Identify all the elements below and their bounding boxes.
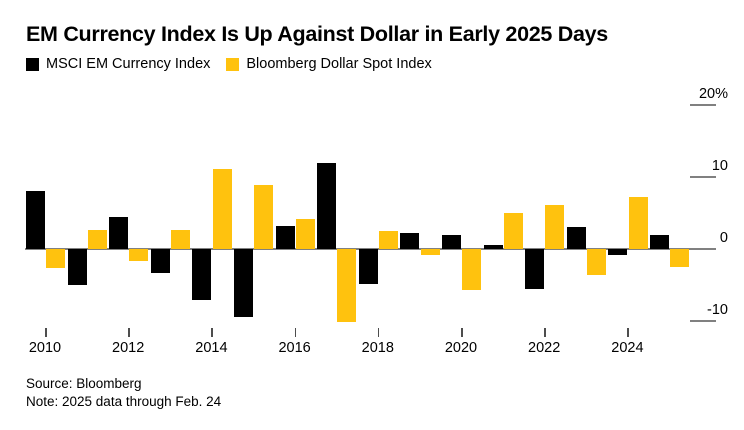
bar-msci-2022	[525, 249, 545, 289]
legend-item-bbdxy: Bloomberg Dollar Spot Index	[226, 56, 432, 72]
legend-swatch-bbdxy-icon	[226, 57, 240, 71]
legend-item-msci: MSCI EM Currency Index	[26, 56, 210, 72]
bar-msci-2025	[650, 235, 669, 249]
bar-msci-2016	[275, 225, 295, 249]
bar-bbdxy-2022	[545, 205, 565, 249]
x-tick-mark-2024	[627, 328, 629, 337]
x-tick-mark-2016	[294, 328, 297, 337]
footer-note: Note: 2025 data through Feb. 24	[26, 393, 222, 409]
bar-bbdxy-2017	[337, 249, 357, 323]
x-tick-mark-2010	[45, 328, 47, 337]
y-tick-label-10: 10	[711, 158, 728, 174]
bar-bbdxy-2013	[171, 229, 190, 249]
page-title: EM Currency Index Is Up Against Dollar i…	[26, 22, 608, 46]
bar-bbdxy-2024	[628, 197, 648, 249]
bar-msci-2014	[192, 249, 212, 301]
bar-bbdxy-2010	[46, 249, 66, 269]
footer-source: Source: Bloomberg	[26, 376, 142, 391]
chart-footer: Source: Bloomberg Note: 2025 data throug…	[26, 375, 221, 410]
x-tick-label-2024: 2024	[611, 340, 644, 356]
legend-swatch-msci-icon	[26, 57, 39, 71]
x-tick-label-2010: 2010	[28, 340, 62, 356]
x-tick-mark-2014	[211, 328, 213, 337]
y-tick-label-20: 20%	[698, 86, 728, 102]
y-tick-label-0: 0	[719, 230, 728, 246]
x-tick-mark-2020	[461, 328, 463, 337]
plot-area: 20% 10 0 -10	[0, 80, 744, 323]
x-tick-label-2018: 2018	[361, 340, 394, 356]
x-tick-label-2022: 2022	[528, 340, 561, 356]
bar-msci-2023	[566, 227, 586, 249]
bar-bbdxy-2020	[462, 249, 482, 291]
x-axis: 2010 2012 2014 2016 2018 2020 2022 2024	[0, 320, 744, 368]
y-tick-mark-10	[690, 176, 716, 178]
y-tick-mark-20	[690, 104, 716, 106]
bar-msci-2024	[608, 249, 628, 256]
bar-msci-2018	[358, 249, 378, 284]
bar-msci-2013	[150, 249, 170, 274]
x-tick-label-2020: 2020	[444, 340, 478, 356]
bar-bbdxy-2012	[129, 249, 149, 261]
bar-msci-2015	[234, 249, 253, 318]
bar-bbdxy-2018	[379, 231, 398, 249]
y-tick-mark-0	[690, 248, 716, 250]
bars-layer	[0, 80, 744, 323]
bar-bbdxy-2025	[670, 249, 690, 267]
bar-bbdxy-2011	[87, 230, 107, 249]
bar-bbdxy-2014	[212, 169, 232, 249]
x-tick-mark-2018	[377, 328, 380, 337]
bar-bbdxy-2021	[503, 213, 523, 249]
bar-msci-2020	[442, 235, 461, 249]
x-tick-mark-2012	[128, 328, 130, 337]
bar-msci-2012	[109, 216, 129, 249]
x-tick-label-2012: 2012	[112, 340, 145, 356]
x-tick-label-2016: 2016	[278, 340, 311, 356]
y-tick-label--10: -10	[707, 302, 728, 318]
bar-msci-2010	[26, 190, 45, 249]
x-tick-label-2014: 2014	[195, 340, 228, 356]
legend-label-bbdxy: Bloomberg Dollar Spot Index	[246, 56, 432, 72]
bar-bbdxy-2023	[587, 249, 606, 275]
y-tick-mark--10	[690, 320, 716, 322]
bar-bbdxy-2016	[295, 218, 315, 249]
legend-label-msci: MSCI EM Currency Index	[46, 56, 211, 72]
bar-bbdxy-2015	[254, 184, 274, 249]
bar-msci-2011	[67, 249, 87, 285]
bar-bbdxy-2019	[420, 249, 440, 256]
bar-msci-2021	[483, 245, 503, 249]
bar-msci-2019	[400, 233, 420, 249]
chart-legend: MSCI EM Currency Index Bloomberg Dollar …	[26, 56, 432, 72]
x-tick-mark-2022	[544, 328, 546, 337]
bar-msci-2017	[317, 162, 337, 249]
